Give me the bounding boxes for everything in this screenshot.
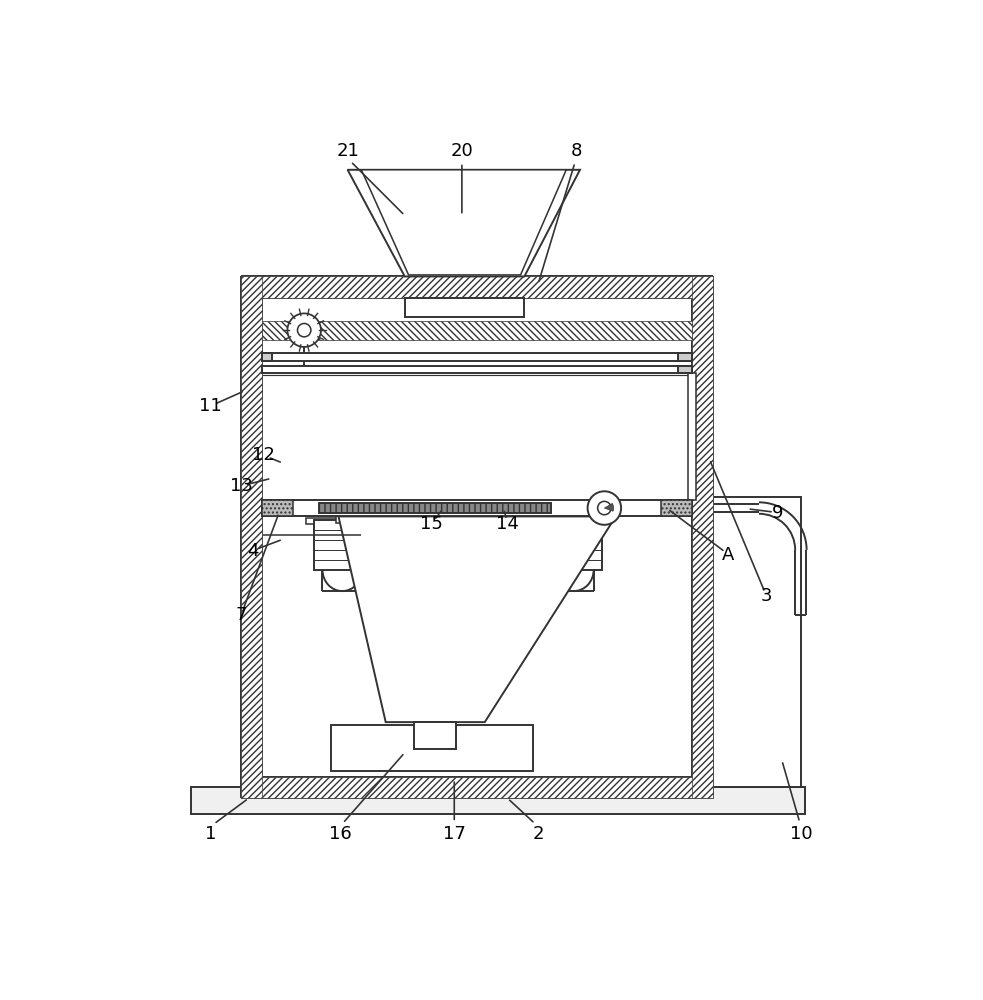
Text: 8: 8 bbox=[570, 142, 582, 160]
Bar bbox=[241, 777, 714, 798]
Text: 2: 2 bbox=[533, 825, 544, 843]
Text: 7: 7 bbox=[235, 606, 247, 624]
Bar bbox=[336, 515, 348, 523]
Circle shape bbox=[598, 501, 611, 515]
Bar bbox=[331, 725, 533, 771]
Text: 10: 10 bbox=[789, 825, 812, 843]
Polygon shape bbox=[338, 516, 615, 722]
Circle shape bbox=[588, 491, 621, 525]
Circle shape bbox=[287, 313, 320, 347]
Bar bbox=[241, 276, 262, 798]
Bar bbox=[692, 276, 714, 798]
Bar bbox=[262, 366, 692, 373]
Bar bbox=[414, 722, 456, 749]
Bar bbox=[678, 366, 692, 373]
Bar bbox=[314, 520, 371, 570]
Bar bbox=[662, 500, 692, 516]
Bar bbox=[262, 321, 692, 340]
Text: 15: 15 bbox=[420, 515, 443, 533]
Bar bbox=[405, 298, 524, 317]
Bar bbox=[241, 276, 714, 298]
Text: 20: 20 bbox=[450, 142, 473, 160]
Text: 17: 17 bbox=[442, 825, 466, 843]
Text: 9: 9 bbox=[773, 504, 783, 522]
Bar bbox=[546, 520, 603, 570]
Bar bbox=[714, 497, 801, 787]
Text: 12: 12 bbox=[253, 446, 275, 464]
Bar bbox=[568, 515, 580, 523]
Bar bbox=[262, 500, 293, 516]
Text: 16: 16 bbox=[328, 825, 351, 843]
Bar bbox=[306, 518, 378, 524]
Bar bbox=[688, 373, 696, 500]
Polygon shape bbox=[362, 170, 566, 275]
Text: A: A bbox=[723, 546, 734, 564]
Circle shape bbox=[298, 323, 311, 337]
Bar bbox=[192, 787, 805, 814]
Text: 13: 13 bbox=[229, 477, 253, 495]
Bar bbox=[262, 353, 692, 361]
Text: 14: 14 bbox=[496, 515, 519, 533]
Bar bbox=[262, 500, 692, 516]
Text: 11: 11 bbox=[200, 397, 222, 415]
Text: 3: 3 bbox=[761, 587, 773, 605]
Polygon shape bbox=[348, 170, 580, 276]
Wedge shape bbox=[605, 503, 613, 511]
Text: 4: 4 bbox=[247, 542, 259, 560]
Text: 1: 1 bbox=[204, 825, 216, 843]
Bar bbox=[319, 503, 551, 513]
Bar bbox=[262, 353, 272, 361]
Bar bbox=[678, 353, 692, 361]
Text: 21: 21 bbox=[336, 142, 359, 160]
Bar bbox=[538, 518, 610, 524]
